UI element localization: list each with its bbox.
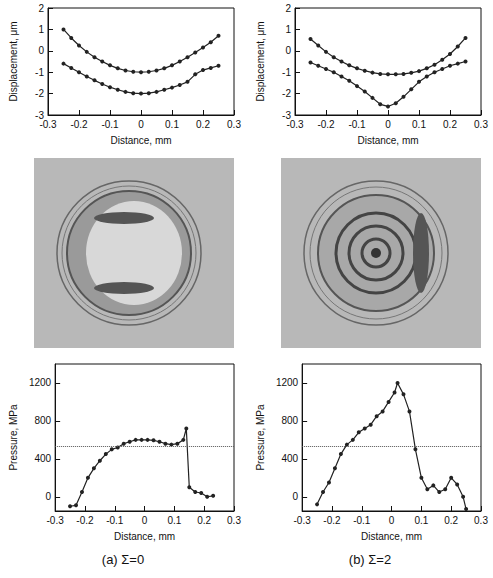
svg-text:-0.1: -0.1: [101, 119, 119, 130]
svg-text:-0.2: -0.2: [76, 515, 94, 526]
svg-text:Distance, mm: Distance, mm: [110, 135, 171, 146]
svg-text:0.2: 0.2: [443, 119, 457, 130]
svg-text:-3: -3: [282, 109, 291, 121]
svg-text:0.2: 0.2: [197, 515, 211, 526]
svg-text:0.1: 0.1: [167, 515, 181, 526]
svg-text:-2: -2: [282, 88, 291, 99]
svg-text:0.1: 0.1: [412, 119, 426, 130]
svg-text:800: 800: [281, 415, 298, 426]
svg-text:Distance, mm: Distance, mm: [361, 531, 422, 542]
svg-text:0.3: 0.3: [227, 119, 241, 130]
svg-text:800: 800: [34, 415, 51, 426]
svg-text:Distance, mm: Distance, mm: [357, 135, 418, 146]
svg-text:-0.2: -0.2: [70, 119, 88, 130]
svg-text:2: 2: [285, 3, 291, 14]
svg-text:0.2: 0.2: [196, 119, 210, 130]
svg-text:Pressure, MPa: Pressure, MPa: [255, 404, 266, 471]
svg-text:Distance, mm: Distance, mm: [114, 531, 175, 542]
svg-text:0: 0: [293, 491, 299, 502]
svg-text:Displacement, μm: Displacement, μm: [8, 21, 19, 101]
svg-text:-0.1: -0.1: [348, 119, 366, 130]
svg-text:0: 0: [285, 45, 291, 56]
svg-text:0: 0: [142, 515, 148, 526]
svg-text:1: 1: [285, 24, 291, 35]
svg-text:0.1: 0.1: [165, 119, 179, 130]
svg-text:-0.2: -0.2: [317, 119, 335, 130]
svg-text:0.3: 0.3: [227, 515, 241, 526]
svg-text:2: 2: [38, 3, 44, 14]
svg-text:-0.1: -0.1: [353, 515, 371, 526]
svg-text:-0.3: -0.3: [286, 119, 304, 130]
svg-text:-0.3: -0.3: [47, 515, 65, 526]
html-text:(b) Σ=2: (b) Σ=2: [348, 552, 392, 567]
svg-text:0: 0: [385, 119, 391, 130]
svg-text:0: 0: [138, 119, 144, 130]
svg-text:0: 0: [38, 45, 44, 56]
svg-text:0: 0: [389, 515, 395, 526]
svg-text:1200: 1200: [29, 377, 52, 388]
svg-text:0: 0: [46, 491, 52, 502]
svg-text:0.3: 0.3: [474, 515, 488, 526]
svg-text:0.1: 0.1: [414, 515, 428, 526]
svg-text:Displacement, μm: Displacement, μm: [255, 21, 266, 101]
svg-text:-0.3: -0.3: [294, 515, 312, 526]
svg-text:-0.1: -0.1: [106, 515, 124, 526]
svg-text:-1: -1: [35, 67, 44, 78]
svg-text:0.2: 0.2: [444, 515, 458, 526]
svg-text:400: 400: [281, 453, 298, 464]
svg-text:-3: -3: [35, 109, 44, 121]
svg-text:400: 400: [34, 453, 51, 464]
svg-text:1: 1: [38, 24, 44, 35]
svg-text:1200: 1200: [276, 377, 299, 388]
svg-text:-1: -1: [282, 67, 291, 78]
svg-text:-0.3: -0.3: [39, 119, 57, 130]
svg-text:-2: -2: [35, 88, 44, 99]
svg-text:0.3: 0.3: [474, 119, 488, 130]
html-text:(a) Σ=0: (a) Σ=0: [101, 552, 145, 567]
svg-text:-0.2: -0.2: [323, 515, 341, 526]
svg-text:Pressure, MPa: Pressure, MPa: [8, 404, 19, 471]
